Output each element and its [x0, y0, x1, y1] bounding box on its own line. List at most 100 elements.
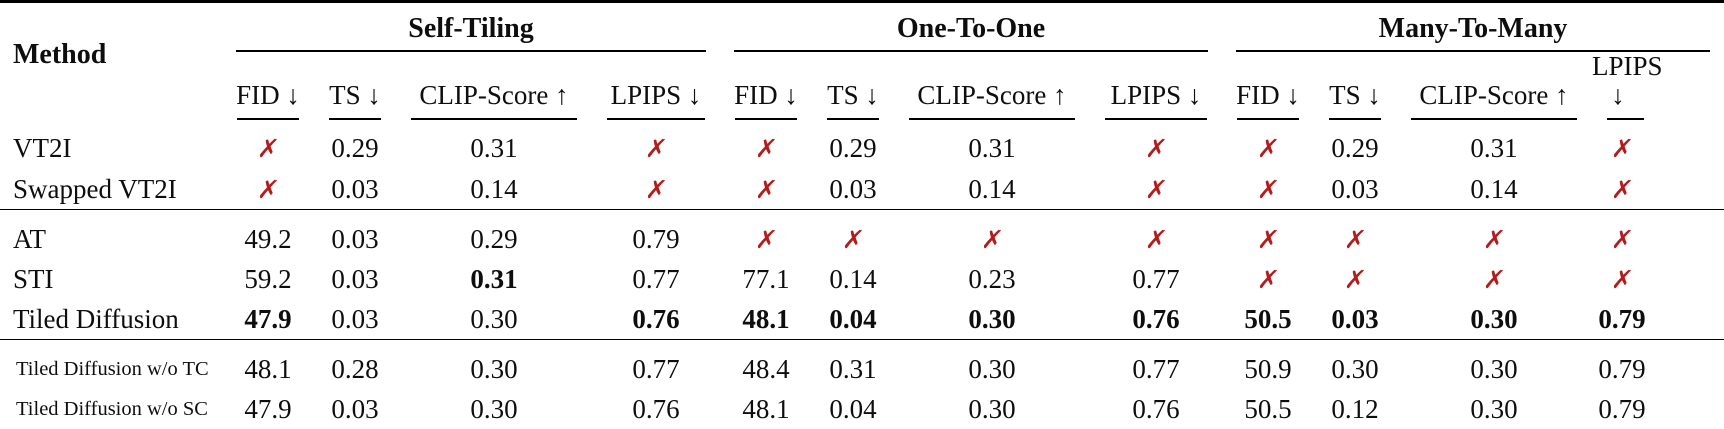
- value-cell: 0.30: [470, 393, 518, 424]
- value-cell: 0.23: [968, 264, 1016, 295]
- missing-value-cell: ✗: [222, 170, 314, 210]
- metric-header-fid: FID ↓: [222, 52, 314, 120]
- missing-value-cell: ✗: [1396, 260, 1592, 300]
- metric-header-ts: TS ↓: [314, 52, 396, 120]
- missing-value-cell: ✗: [1090, 120, 1222, 170]
- group-label: Self-Tiling: [408, 12, 534, 44]
- metric-label: TS ↓: [1329, 80, 1381, 111]
- missing-value-cell: ✗: [1592, 120, 1724, 170]
- group-header-many-to-many: Many-To-Many: [1222, 2, 1724, 52]
- group-underline: [1236, 49, 1711, 52]
- group-header-one-to-one: One-To-One: [720, 2, 1222, 52]
- value-cell: 0.30: [1396, 339, 1593, 390]
- value-cell: 0.30: [1314, 339, 1397, 390]
- missing-value-cell: ✗: [1396, 209, 1593, 260]
- method-cell: VT2I: [13, 133, 72, 164]
- value-cell: 0.12: [1331, 393, 1379, 424]
- cross-icon: ✗: [1609, 265, 1635, 295]
- table-row: Tiled Diffusion w/o TC 48.1 0.28 0.30 0.77 48…: [0, 339, 1724, 390]
- value-cell: 0.31: [812, 339, 895, 390]
- metric-label: FID ↓: [734, 80, 798, 111]
- metric-header-lpips: LPIPS ↓: [1592, 50, 1724, 120]
- value-cell: 0.03: [829, 174, 877, 205]
- missing-value-cell: ✗: [894, 209, 1091, 260]
- metric-label: LPIPS ↓: [1592, 50, 1663, 111]
- metric-underline: [1607, 117, 1645, 120]
- value-cell: 0.04: [829, 304, 877, 335]
- cross-icon: ✗: [753, 175, 779, 205]
- cross-icon: ✗: [1609, 134, 1635, 164]
- cross-icon: ✗: [1481, 224, 1507, 254]
- metric-header-lpips: LPIPS ↓: [1090, 52, 1222, 120]
- missing-value-cell: ✗: [1592, 209, 1724, 260]
- value-cell: 0.14: [1470, 174, 1518, 205]
- missing-value-cell: ✗: [1222, 120, 1314, 170]
- metric-label: LPIPS ↓: [610, 80, 702, 111]
- value-cell: 48.1: [742, 304, 790, 335]
- metric-header-clip-score: CLIP-Score ↑: [894, 52, 1090, 120]
- value-cell: 0.76: [632, 393, 680, 424]
- missing-value-cell: ✗: [1592, 170, 1724, 210]
- missing-value-cell: ✗: [1222, 170, 1314, 210]
- value-cell: 0.14: [829, 264, 877, 295]
- value-cell: 50.9: [1222, 339, 1315, 390]
- cross-icon: ✗: [643, 134, 669, 164]
- group-header-row: Method Self-Tiling One-To-One Many-To-Ma…: [0, 2, 1724, 70]
- group-underline: [236, 49, 707, 52]
- missing-value-cell: ✗: [720, 170, 812, 210]
- value-cell: 0.30: [1470, 304, 1518, 335]
- value-cell: 0.29: [829, 133, 877, 164]
- cross-icon: ✗: [1255, 265, 1281, 295]
- missing-value-cell: ✗: [1314, 209, 1397, 260]
- metric-header-fid: FID ↓: [1222, 52, 1314, 120]
- table-row: Tiled Diffusion w/o SC 47.9 0.03 0.30 0.76 48…: [0, 390, 1724, 429]
- value-cell: 0.03: [331, 393, 379, 424]
- cross-icon: ✗: [1609, 224, 1635, 254]
- value-cell: 50.5: [1244, 393, 1292, 424]
- metric-underline: [909, 117, 1076, 120]
- value-cell: 0.03: [314, 209, 396, 260]
- value-cell: 59.2: [244, 264, 292, 295]
- value-cell: 0.29: [1331, 133, 1379, 164]
- value-cell: 0.79: [592, 209, 721, 260]
- value-cell: 0.30: [968, 393, 1016, 424]
- value-cell: 0.14: [470, 174, 518, 205]
- metric-header-clip-score: CLIP-Score ↑: [396, 52, 592, 120]
- value-cell: 0.03: [1331, 174, 1379, 205]
- value-cell: 0.30: [396, 339, 592, 390]
- value-cell: 0.76: [632, 304, 680, 335]
- metric-underline: [1237, 117, 1300, 120]
- metric-header-fid: FID ↓: [720, 52, 812, 120]
- cross-icon: ✗: [753, 134, 779, 164]
- value-cell: 0.30: [968, 304, 1016, 335]
- value-cell: 0.30: [1470, 393, 1518, 424]
- table-row: Tiled Diffusion 47.9 0.03 0.30 0.76 48.1 0.04 0…: [0, 300, 1724, 340]
- table-row: AT 49.2 0.03 0.29 0.79 ✗ ✗ ✗ ✗ ✗ ✗ ✗ ✗: [0, 209, 1724, 260]
- missing-value-cell: ✗: [1314, 260, 1396, 300]
- missing-value-cell: ✗: [1090, 170, 1222, 210]
- missing-value-cell: ✗: [720, 209, 813, 260]
- value-cell: 0.77: [592, 339, 721, 390]
- value-cell: 0.03: [1331, 304, 1379, 335]
- value-cell: 0.03: [331, 174, 379, 205]
- metric-header-clip-score: CLIP-Score ↑: [1396, 52, 1592, 120]
- table-row: STI 59.2 0.03 0.31 0.77 77.1 0.14 0.23 0.77 ✗ ✗ ✗ ✗: [0, 260, 1724, 300]
- value-cell: 48.1: [742, 393, 790, 424]
- metric-label: TS ↓: [827, 80, 879, 111]
- metric-label: LPIPS ↓: [1110, 80, 1202, 111]
- cross-icon: ✗: [1143, 175, 1169, 205]
- metric-underline: [237, 117, 299, 120]
- value-cell: 0.14: [968, 174, 1016, 205]
- group-underline: [734, 49, 1209, 52]
- group-label: One-To-One: [896, 12, 1046, 44]
- value-cell: 0.28: [314, 339, 396, 390]
- table-row: VT2I ✗ 0.29 0.31 ✗ ✗ 0.29 0.31 ✗ ✗ 0.29 0.31 ✗: [0, 120, 1724, 170]
- value-cell: 0.77: [1090, 339, 1223, 390]
- cross-icon: ✗: [1143, 134, 1169, 164]
- cross-icon: ✗: [1255, 224, 1281, 254]
- metric-header-ts: TS ↓: [812, 52, 894, 120]
- method-cell: Tiled Diffusion w/o TC: [0, 339, 222, 390]
- group-header-self-tiling: Self-Tiling: [222, 2, 720, 52]
- cross-icon: ✗: [1342, 265, 1368, 295]
